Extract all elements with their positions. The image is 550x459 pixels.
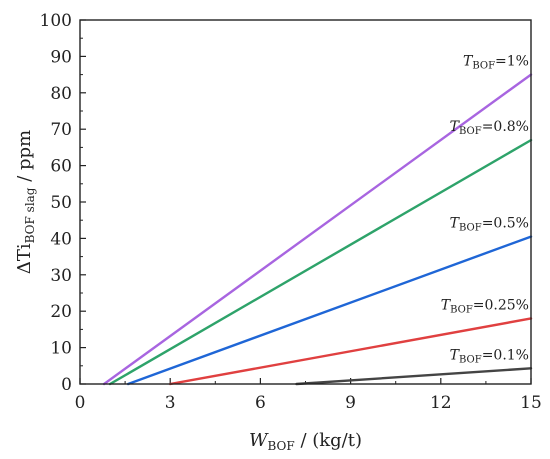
x-tick-label: 0: [75, 393, 86, 413]
series-line-4: [295, 367, 533, 386]
series-line-0: [102, 73, 533, 386]
series-line-2: [126, 235, 533, 386]
x-tick-label: 15: [520, 393, 542, 413]
x-tick-label: 3: [165, 393, 176, 413]
y-tick-label: 10: [50, 339, 72, 359]
y-tick-label: 40: [50, 229, 72, 249]
series-line-1: [108, 138, 533, 386]
series-label-2: TBOF=0.5%: [450, 216, 529, 234]
x-tick-label: 6: [255, 393, 266, 413]
series-label-0: TBOF=1%: [463, 54, 529, 72]
plot-frame: [79, 19, 532, 385]
y-tick-label: 50: [50, 193, 72, 213]
ticks-layer: 0 3 6 9 12 15 0 10 20 30 40 50 60 70 80 90 100: [40, 11, 542, 413]
x-axis-label-sub: BOF: [268, 439, 295, 453]
y-axis-label-sub: BOF slag: [23, 187, 37, 243]
series-label-1: TBOF=0.8%: [450, 119, 529, 137]
series-line-3: [168, 317, 533, 386]
series-layer: [102, 73, 533, 386]
y-tick-label: 80: [50, 84, 72, 104]
y-tick-label: 60: [50, 157, 72, 177]
x-axis-label-main: W: [249, 430, 269, 451]
labels-layer: TBOF=1% TBOF=0.8% TBOF=0.5% TBOF=0.25% TBOF=…: [441, 54, 529, 366]
y-tick-label: 0: [61, 375, 72, 395]
y-tick-label: 100: [40, 11, 72, 31]
x-tick-label: 12: [430, 393, 452, 413]
y-tick-label: 70: [50, 120, 72, 140]
y-tick-label: 90: [50, 47, 72, 67]
y-axis-label-rest: / ppm: [14, 130, 35, 188]
y-tick-label: 20: [50, 302, 72, 322]
x-axis-label: WBOF / (kg/t): [249, 430, 362, 453]
y-axis-label: ΔTiBOF slag / ppm: [14, 130, 37, 274]
y-axis-label-main: ΔTi: [14, 243, 35, 274]
series-label-3: TBOF=0.25%: [441, 297, 529, 315]
x-axis-label-rest: / (kg/t): [295, 430, 362, 451]
y-tick-label: 30: [50, 266, 72, 286]
x-tick-label: 9: [345, 393, 356, 413]
series-label-4: TBOF=0.1%: [450, 347, 529, 365]
